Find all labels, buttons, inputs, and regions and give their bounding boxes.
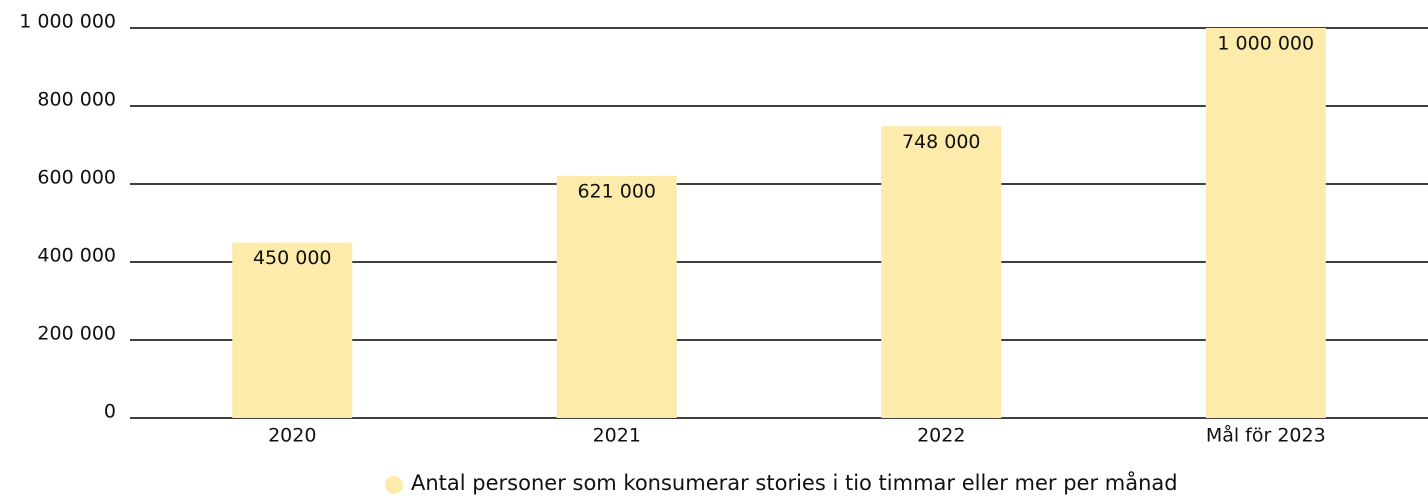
- x-tick-label: 2022: [917, 425, 965, 447]
- data-label: 621 000: [577, 180, 656, 202]
- y-tick-label: 800 000: [37, 89, 116, 111]
- data-label: 748 000: [902, 131, 981, 153]
- bar: [556, 175, 677, 418]
- y-tick-label: 600 000: [37, 167, 116, 189]
- data-label: 1 000 000: [1217, 33, 1314, 55]
- x-tick-label: 2021: [593, 425, 641, 447]
- y-tick-label: 400 000: [37, 245, 116, 267]
- legend-label: Antal personer som konsumerar stories i …: [411, 470, 1178, 495]
- bar: [881, 126, 1002, 418]
- y-tick-label: 1 000 000: [19, 11, 116, 33]
- data-label: 450 000: [253, 247, 332, 269]
- legend-marker: [385, 476, 403, 494]
- y-tick-label: 0: [104, 401, 116, 423]
- x-tick-label: 2020: [268, 425, 316, 447]
- bar: [232, 242, 353, 418]
- bar: [1205, 28, 1326, 418]
- x-tick-label: Mål för 2023: [1206, 424, 1326, 447]
- y-tick-label: 200 000: [37, 323, 116, 345]
